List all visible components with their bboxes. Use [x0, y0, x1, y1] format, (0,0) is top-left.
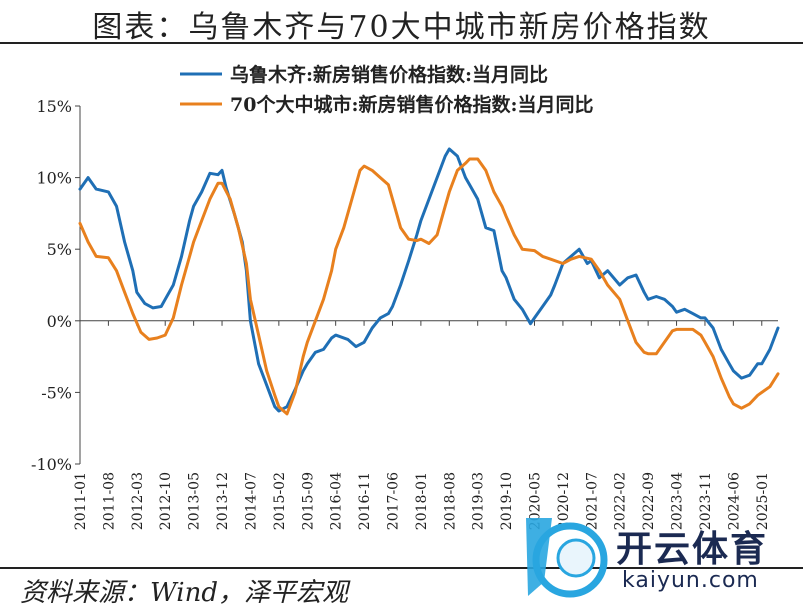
x-tick-label: 2013-12: [215, 472, 231, 530]
source-note: 资料来源：Wind，泽平宏观: [20, 578, 348, 608]
y-tick-label: -5%: [41, 383, 72, 402]
legend-label-2: 70个大中城市:新房销售价格指数:当月同比: [230, 93, 593, 116]
x-tick-label: 2018-08: [442, 472, 458, 530]
x-tick-label: 2023-11: [698, 472, 714, 530]
x-tick-label: 2024-06: [726, 472, 742, 530]
watermark-logo-icon: [526, 518, 608, 598]
x-tick-label: 2015-02: [272, 472, 288, 530]
chart-legend: 乌鲁木齐:新房销售价格指数:当月同比 70个大中城市:新房销售价格指数:当月同比: [180, 63, 593, 116]
x-tick-label: 2022-09: [641, 472, 657, 530]
y-tick-label: 5%: [47, 240, 72, 259]
x-tick-label: 2013-05: [187, 472, 203, 530]
x-tick-label: 2011-01: [73, 472, 89, 530]
x-tick-label: 2019-03: [471, 472, 487, 530]
x-tick-label: 2015-09: [300, 472, 316, 530]
x-tick-label: 2020-12: [556, 472, 572, 530]
chart-title: 图表：乌鲁木齐与70大中城市新房价格指数: [92, 10, 711, 45]
watermark-brand: 开云体育: [616, 529, 769, 570]
x-tick-label: 2023-04: [670, 472, 686, 530]
x-tick-label: 2021-07: [584, 472, 600, 530]
x-tick-label: 2016-11: [357, 472, 373, 530]
x-tick-label: 2011-08: [101, 472, 117, 530]
x-tick-label: 2014-07: [243, 472, 259, 530]
y-tick-label: 10%: [36, 169, 72, 188]
x-tick-label: 2012-10: [158, 472, 174, 530]
x-tick-label: 2025-01: [755, 472, 771, 530]
y-tick-label: 15%: [36, 97, 72, 116]
x-tick-label: 2019-10: [499, 472, 515, 530]
watermark-site: kaiyun.com: [622, 568, 759, 593]
x-tick-label: 2017-06: [385, 472, 401, 530]
source-divider: [0, 567, 803, 569]
title-divider: [0, 42, 803, 44]
y-tick-label: 0%: [47, 312, 72, 331]
y-tick-label: -10%: [31, 455, 72, 474]
series-line-1: [78, 147, 780, 413]
x-tick-label: 2016-04: [329, 472, 345, 530]
series-line-2: [78, 157, 780, 416]
chart-axes: -10% -5% 0% 5% 10% 15% 2011-01 2011-08 2012-03 20…: [31, 97, 778, 530]
line-chart: -10% -5% 0% 5% 10% 15% 2011-01 2011-08 2012-03 20…: [31, 63, 780, 530]
x-tick-label: 2018-01: [414, 472, 430, 530]
legend-label-1: 乌鲁木齐:新房销售价格指数:当月同比: [230, 63, 548, 86]
x-tick-label: 2012-03: [130, 472, 146, 530]
watermark: 开云体育 kaiyun.com: [518, 512, 793, 602]
x-tick-label: 2022-02: [613, 472, 629, 530]
x-tick-label: 2020-05: [528, 472, 544, 530]
chart-series: [78, 147, 780, 416]
